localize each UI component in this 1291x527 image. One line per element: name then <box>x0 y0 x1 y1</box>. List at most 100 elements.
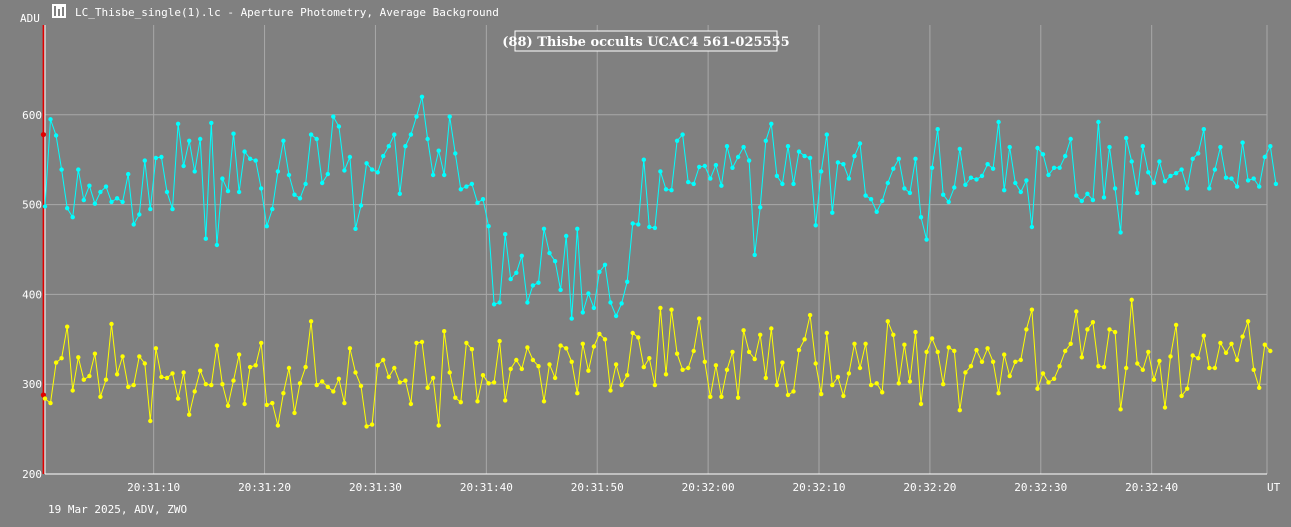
data-point <box>259 340 264 346</box>
data-point <box>547 362 552 367</box>
data-point <box>813 223 818 228</box>
data-point <box>641 364 646 370</box>
data-point <box>1240 140 1245 145</box>
data-point <box>369 167 375 172</box>
data-point <box>1057 165 1062 170</box>
data-point <box>181 163 186 169</box>
data-point <box>569 359 574 364</box>
data-point <box>674 351 680 356</box>
data-point <box>730 349 735 355</box>
data-point <box>497 300 502 305</box>
data-point <box>985 162 990 167</box>
data-point <box>1262 154 1268 160</box>
data-point <box>990 166 996 171</box>
data-point <box>868 197 874 202</box>
data-point <box>885 180 890 186</box>
data-point <box>1190 353 1195 358</box>
data-point <box>807 312 813 318</box>
data-point <box>259 186 264 191</box>
data-point <box>1124 135 1129 141</box>
data-point <box>303 364 308 370</box>
data-point <box>868 382 874 388</box>
data-point <box>98 394 103 399</box>
data-point <box>331 389 336 394</box>
data-point <box>902 342 907 347</box>
data-point <box>802 337 807 342</box>
data-point <box>137 354 142 359</box>
data-point <box>1129 159 1134 164</box>
data-point <box>453 395 458 400</box>
data-point <box>198 136 203 142</box>
data-point <box>292 410 297 416</box>
data-point <box>92 201 98 206</box>
data-point <box>464 184 469 189</box>
data-point <box>70 388 75 393</box>
y-tick-label: 300 <box>22 378 42 391</box>
y-tick-label: 500 <box>22 199 42 212</box>
data-point <box>120 199 125 205</box>
data-point <box>780 360 785 365</box>
data-point <box>1146 349 1151 355</box>
data-point <box>126 171 131 177</box>
data-point <box>253 363 258 368</box>
data-point <box>902 186 907 191</box>
data-point <box>187 138 192 143</box>
data-point <box>1068 136 1073 142</box>
data-point <box>419 339 425 345</box>
data-point <box>392 132 397 137</box>
data-point <box>763 375 768 381</box>
data-point <box>314 136 319 142</box>
data-point <box>907 379 913 384</box>
data-point <box>198 368 203 373</box>
footer-note: 19 Mar 2025, ADV, ZWO <box>48 503 187 516</box>
data-point <box>996 119 1001 125</box>
data-point <box>730 165 735 170</box>
data-point <box>1223 175 1229 180</box>
data-point <box>913 156 918 161</box>
data-point <box>530 283 536 288</box>
data-point <box>1190 156 1195 161</box>
data-point <box>597 331 602 337</box>
data-point <box>941 382 946 387</box>
data-point <box>941 192 946 197</box>
data-point <box>625 279 630 284</box>
data-point <box>735 395 741 400</box>
x-tick-label: 20:32:10 <box>793 481 846 494</box>
data-point <box>796 347 802 353</box>
x-tick-label: 20:32:00 <box>682 481 735 494</box>
data-point <box>347 346 353 351</box>
data-point <box>242 149 247 154</box>
data-point <box>159 374 164 380</box>
data-point <box>436 148 441 153</box>
data-point <box>114 196 120 201</box>
data-point <box>1173 322 1179 328</box>
series-layer <box>42 94 1279 429</box>
data-point <box>148 418 153 424</box>
data-point <box>170 371 175 376</box>
data-point <box>175 121 181 127</box>
data-point <box>386 374 391 380</box>
data-point <box>225 403 231 408</box>
data-point <box>952 348 957 354</box>
data-point <box>1118 407 1123 412</box>
data-point <box>907 190 913 196</box>
data-point <box>42 204 48 209</box>
data-point <box>1196 356 1201 361</box>
data-point <box>458 400 463 405</box>
data-point <box>53 360 59 365</box>
data-point <box>613 362 619 367</box>
data-point <box>1162 179 1168 184</box>
event-marker-point <box>40 131 46 138</box>
data-point <box>1273 181 1279 187</box>
data-point <box>364 424 369 429</box>
data-point <box>225 188 231 194</box>
data-point <box>769 326 774 331</box>
data-point <box>1096 364 1101 369</box>
data-point <box>375 170 380 175</box>
data-point <box>1229 341 1234 346</box>
data-point <box>752 356 757 362</box>
data-point <box>990 359 996 364</box>
data-point <box>48 117 53 122</box>
data-point <box>1207 186 1212 191</box>
data-point <box>131 382 136 388</box>
